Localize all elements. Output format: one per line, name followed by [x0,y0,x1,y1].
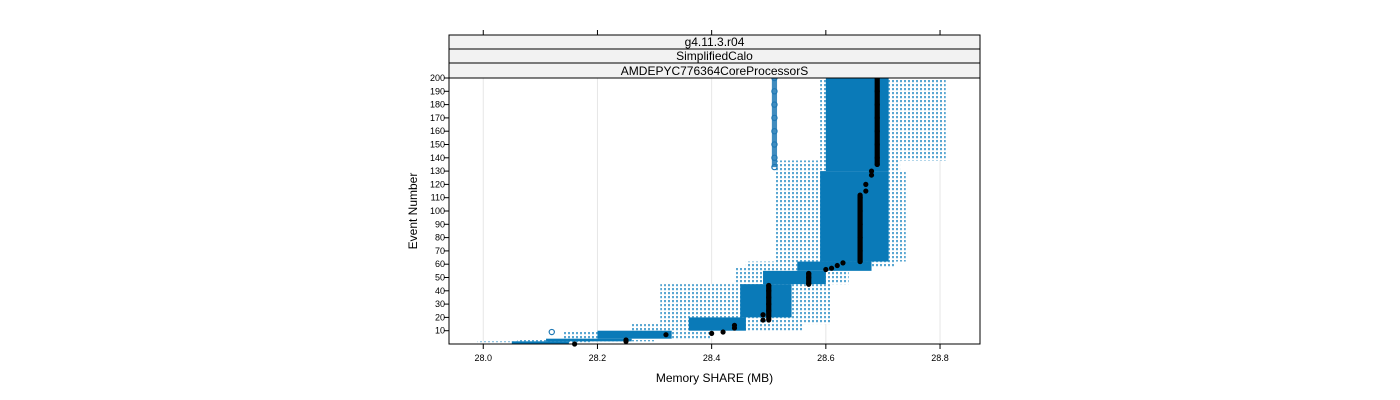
median-point [663,332,669,338]
inner-band-segment [546,338,632,342]
inner-band-segment [688,317,746,331]
outlier-points [548,74,778,336]
median-point [720,329,726,335]
y-tick-label: 50 [435,273,445,283]
y-tick-label: 160 [430,126,445,136]
inner-band-segment [797,261,872,271]
x-tick-label: 28.6 [817,353,835,363]
strip-header-2: SimplifiedCalo [448,48,981,64]
median-point [709,330,715,336]
median-point [760,312,766,318]
y-tick-label: 80 [435,233,445,243]
median-point [834,262,840,269]
median-point [828,265,835,271]
median-point [868,168,875,174]
y-tick-label: 190 [430,86,445,96]
y-tick-label: 110 [431,193,445,203]
inner-band-segment [511,341,569,344]
inner-band-segment [597,330,672,339]
y-tick-label: 150 [430,140,445,150]
y-tick-label: 120 [430,179,445,189]
median-point [868,172,875,178]
strip-background [448,62,981,79]
y-tick-label: 10 [435,326,445,336]
strip-label-cpu: AMDEPYC776364CoreProcessorS [621,64,808,78]
inner-band-segment [740,284,792,318]
y-tick-label: 170 [430,113,445,123]
median-point [731,322,738,328]
x-tick-label: 28.8 [931,353,949,363]
y-axis: 10 20 30 40 50 60 70 80 90 100 110 120 130 140 150 160 1… [430,73,449,336]
strip-label-release: g4.11.3.r04 [685,35,745,49]
median-point [863,188,869,194]
outlier-point [548,328,555,336]
x-axis: 28.0 28.2 28.4 28.6 28.8 [474,30,949,363]
y-tick-label: 130 [430,166,445,176]
median-point [823,266,829,273]
strip-header-3: AMDEPYC776364CoreProcessorS [448,62,981,79]
median-point [760,317,766,323]
strip-header-1: g4.11.3.r04 [448,34,981,50]
y-tick-label: 20 [435,312,445,322]
y-axis-title: Event Number [406,173,420,250]
median-point [863,181,869,187]
y-tick-label: 200 [430,73,445,83]
strip-label-test: SimplifiedCalo [676,49,753,63]
y-tick-label: 70 [435,246,445,256]
y-tick-label: 180 [430,100,445,110]
y-tick-label: 30 [435,299,445,309]
x-tick-label: 28.0 [474,353,492,363]
median-point [623,337,629,343]
inner-band-segment [763,270,826,285]
median-point [840,260,846,266]
median-points [572,75,880,347]
y-tick-label: 40 [435,286,445,296]
x-axis-title: Memory SHARE (MB) [656,371,773,385]
x-tick-label: 28.4 [703,353,721,363]
y-tick-label: 60 [435,259,445,269]
y-tick-label: 90 [435,219,445,229]
y-tick-label: 140 [430,153,445,163]
x-tick-label: 28.2 [589,353,607,363]
y-tick-label: 100 [430,206,445,216]
inner-band-segment [820,171,889,262]
